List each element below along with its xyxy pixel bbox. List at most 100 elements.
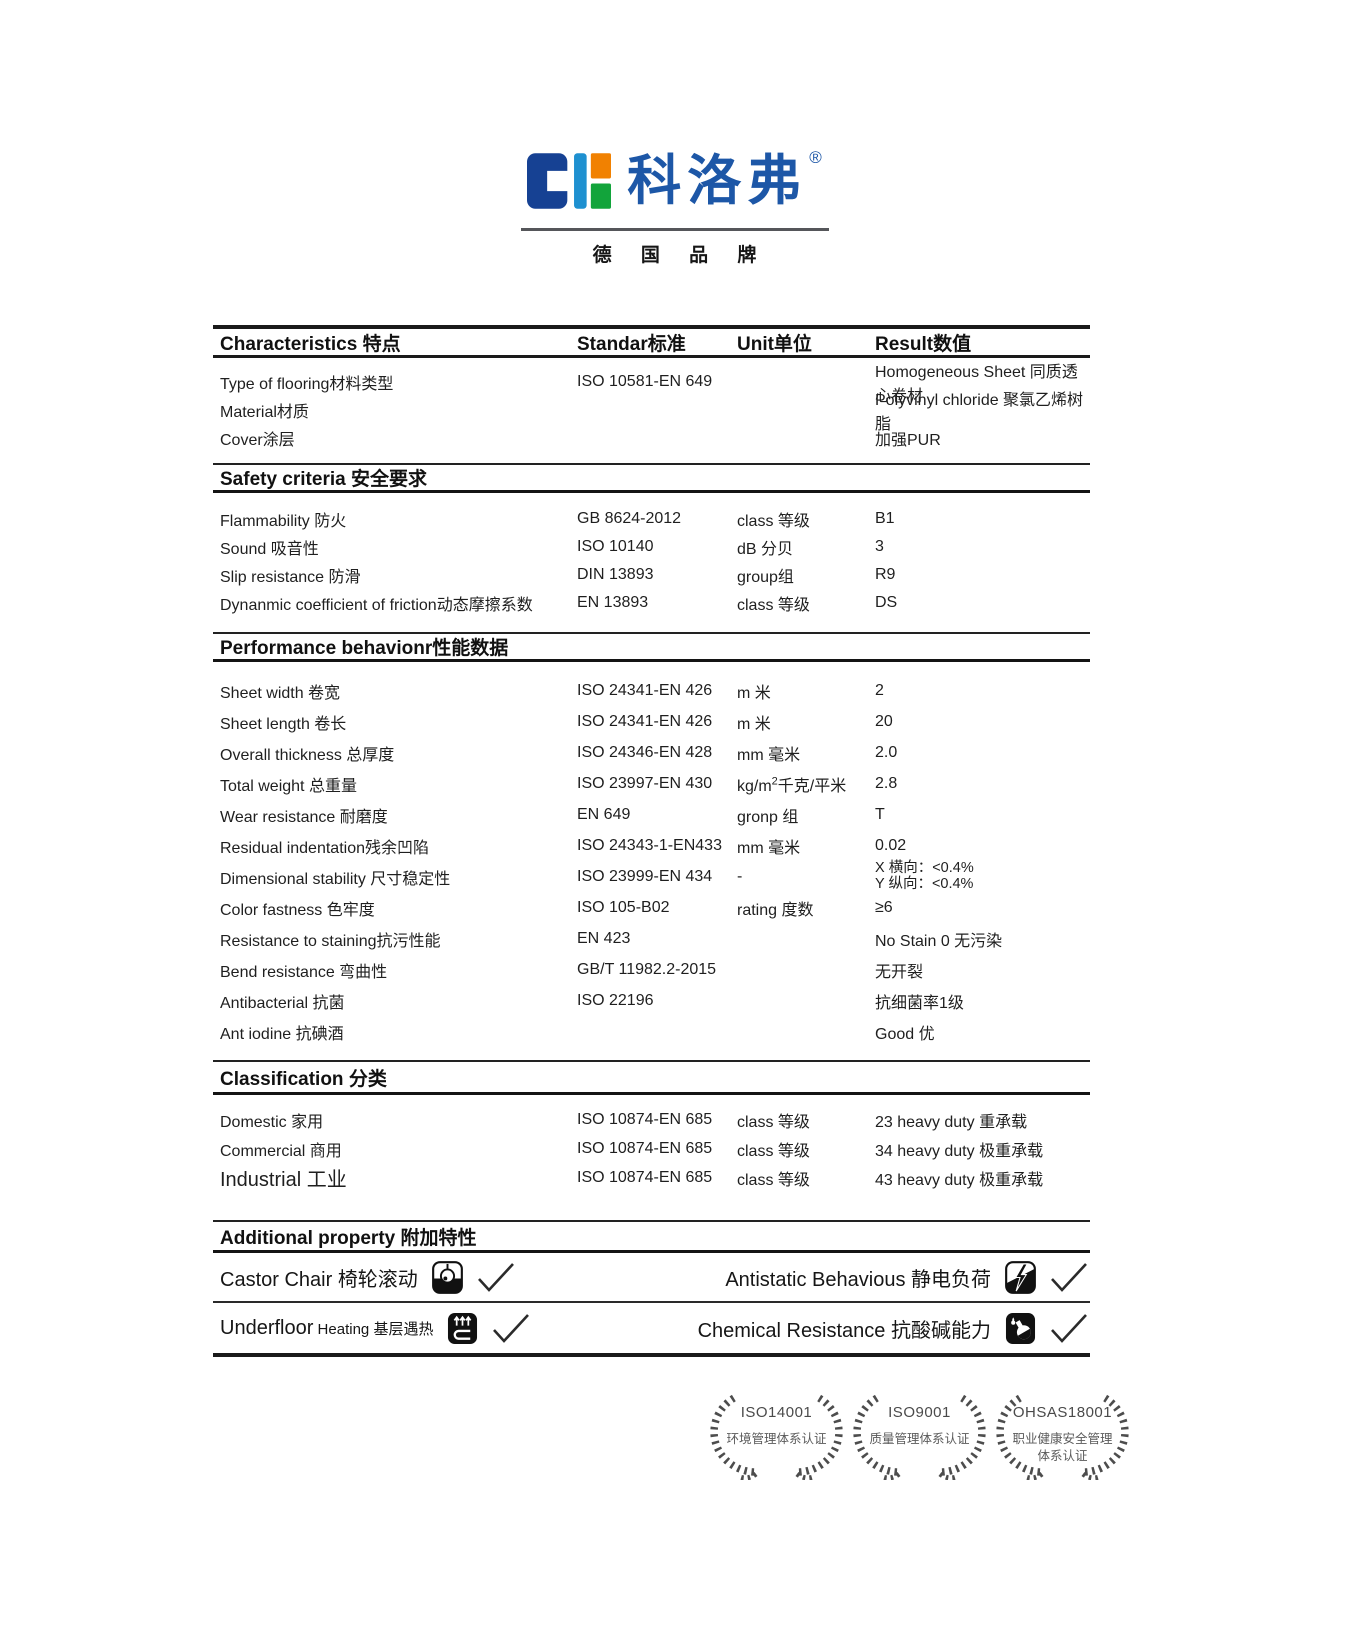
- row-standard: ISO 24341-EN 426: [577, 712, 713, 730]
- row-result: ≥6: [875, 898, 893, 916]
- row-name: Commercial 商用: [220, 1142, 342, 1160]
- row-unit: m 米: [737, 684, 771, 702]
- additional-row-2: Underfloor Heating 基层遇热 Chemical Resista…: [213, 1303, 1090, 1357]
- table-row: Color fastness 色牢度 ISO 105-B02 rating 度数…: [213, 892, 1090, 923]
- row-result: Good 优: [875, 1025, 935, 1043]
- antistatic-item: Antistatic Behavious 静电负荷: [718, 1260, 1090, 1294]
- result-line-1: X 横向：<0.4%: [875, 859, 974, 876]
- row-result: T: [875, 805, 885, 823]
- castor-chair-item: Castor Chair 椅轮滚动: [213, 1260, 517, 1294]
- table-row: Sound 吸音性 ISO 10140 dB 分贝 3: [213, 533, 1090, 561]
- table-row: Resistance to staining抗污性能 EN 423 No Sta…: [213, 923, 1090, 954]
- row-unit: class 等级: [737, 1142, 810, 1160]
- row-result: Polyvinyl chloride 聚氯乙烯树脂: [875, 392, 1084, 433]
- row-unit: m 米: [737, 715, 771, 733]
- row-standard: ISO 24341-EN 426: [577, 681, 713, 699]
- table-row: Wear resistance 耐磨度 EN 649 gronp 组 T: [213, 799, 1090, 830]
- row-result: 无开裂: [875, 963, 924, 981]
- section-title: Safety criteria 安全要求: [220, 469, 427, 490]
- row-standard: ISO 10874-EN 685: [577, 1110, 713, 1128]
- row-unit: dB 分贝: [737, 541, 794, 558]
- checkmark-icon: [1051, 1263, 1087, 1292]
- row-result: 2.0: [875, 743, 898, 761]
- brand-logo-icon: [527, 153, 612, 209]
- row-unit: mm 毫米: [737, 839, 801, 857]
- row-result: DS: [875, 594, 898, 611]
- section-title: Additional property 附加特性: [220, 1227, 477, 1249]
- row-name: Sheet length 卷长: [220, 715, 347, 733]
- row-name: Bend resistance 弯曲性: [220, 963, 388, 981]
- row-unit: class 等级: [737, 597, 810, 614]
- badge-desc: 质量管理体系认证: [869, 1432, 970, 1446]
- chemical-resistance-icon: [1005, 1312, 1036, 1344]
- label-cn: 基层遇热: [373, 1320, 434, 1338]
- row-standard: ISO 10140: [577, 538, 654, 555]
- row-name: Material材质: [220, 404, 309, 421]
- row-name: Domestic 家用: [220, 1113, 324, 1131]
- table-row: Ant iodine 抗碘酒 Good 优: [213, 1016, 1090, 1047]
- brand-tagline: 德 国 品 牌: [592, 245, 769, 266]
- row-result: 抗细菌率1级: [875, 994, 964, 1012]
- row-unit: mm 毫米: [737, 746, 801, 764]
- registered-trademark-symbol: ®: [809, 148, 822, 167]
- row-name: Slip resistance 防滑: [220, 569, 361, 586]
- row-standard: ISO 24346-EN 428: [577, 743, 713, 761]
- row-result: 20: [875, 712, 893, 730]
- result-line-2: Y 纵向：<0.4%: [875, 875, 974, 892]
- section-header-safety: Safety criteria 安全要求: [213, 463, 1090, 493]
- row-unit: class 等级: [737, 513, 810, 530]
- row-result: 43 heavy duty 极重承载: [875, 1171, 1044, 1189]
- chemical-resistance-label: Chemical Resistance 抗酸碱能力: [697, 1319, 991, 1342]
- col-header-characteristics: Characteristics 特点: [220, 333, 401, 355]
- row-name: Type of flooring材料类型: [220, 376, 394, 393]
- logo-bar-shape: [574, 153, 587, 209]
- row-unit: group组: [737, 569, 794, 586]
- logo-c-shape: [527, 153, 568, 209]
- badge-desc-line2: 体系认证: [1037, 1449, 1088, 1463]
- row-standard: GB/T 11982.2-2015: [577, 960, 717, 978]
- row-name: Flammability 防火: [220, 513, 347, 530]
- col-header-result: Result数值: [875, 333, 972, 355]
- badge-code: ISO9001: [888, 1404, 951, 1421]
- underfloor-heating-item: Underfloor Heating 基层遇热: [213, 1312, 532, 1345]
- badge-desc: 环境管理体系认证: [726, 1432, 827, 1446]
- col-header-standard: Standar标准: [577, 333, 686, 355]
- row-result: No Stain 0 无污染: [875, 932, 1003, 950]
- row-standard: GB 8624-2012: [577, 510, 682, 527]
- row-result: B1: [875, 510, 895, 527]
- row-result: 23 heavy duty 重承载: [875, 1113, 1028, 1131]
- row-standard: DIN 13893: [577, 566, 654, 583]
- checkmark-icon: [477, 1263, 514, 1292]
- castor-chair-icon: [431, 1260, 463, 1294]
- row-standard: EN 649: [577, 805, 631, 823]
- section-title: Performance behavionr性能数据: [220, 638, 509, 659]
- label-small: Heating: [313, 1320, 374, 1338]
- table-row: Slip resistance 防滑 DIN 13893 group组 R9: [213, 561, 1090, 589]
- characteristics-rows: Type of flooring材料类型 ISO 10581-EN 649 Ho…: [213, 358, 1090, 463]
- row-result: 加强PUR: [875, 432, 941, 449]
- badge-iso14001: ISO14001 环境管理体系认证: [710, 1388, 843, 1480]
- table-row: Flammability 防火 GB 8624-2012 class 等级 B1: [213, 505, 1090, 533]
- row-unit: class 等级: [737, 1113, 810, 1131]
- section-title: Classification 分类: [220, 1068, 387, 1090]
- row-standard: ISO 10581-EN 649: [577, 373, 713, 390]
- row-result: 2: [875, 681, 884, 699]
- row-name: Cover涂层: [220, 432, 295, 449]
- logo-divider: [520, 228, 829, 231]
- table-row: Residual indentation残余凹陷 ISO 24343-1-EN4…: [213, 830, 1090, 861]
- table-row: Commercial 商用 ISO 10874-EN 685 class 等级 …: [213, 1134, 1090, 1163]
- row-unit: kg/m2千克/平米: [737, 772, 875, 796]
- row-name: Resistance to staining抗污性能: [220, 932, 441, 950]
- table-row: Total weight 总重量 ISO 23997-EN 430 kg/m2千…: [213, 768, 1090, 799]
- table-header-row: Characteristics 特点 Standar标准 Unit单位 Resu…: [213, 325, 1090, 358]
- row-name: Industrial 工业: [220, 1169, 347, 1191]
- safety-rows: Flammability 防火 GB 8624-2012 class 等级 B1…: [213, 493, 1090, 632]
- classification-rows: Domestic 家用 ISO 10874-EN 685 class 等级 23…: [213, 1095, 1090, 1220]
- performance-rows: Sheet width 卷宽 ISO 24341-EN 426 m 米 2 Sh…: [213, 662, 1090, 1060]
- row-standard: ISO 23997-EN 430: [577, 774, 713, 792]
- brand-logo: 科洛弗 ® 德 国 品 牌: [0, 148, 1349, 267]
- table-row: Industrial 工业 ISO 10874-EN 685 class 等级 …: [213, 1163, 1090, 1192]
- row-standard: ISO 23999-EN 434: [577, 867, 713, 885]
- row-result: 2.8: [875, 774, 898, 792]
- unit-base: kg/m: [737, 777, 772, 795]
